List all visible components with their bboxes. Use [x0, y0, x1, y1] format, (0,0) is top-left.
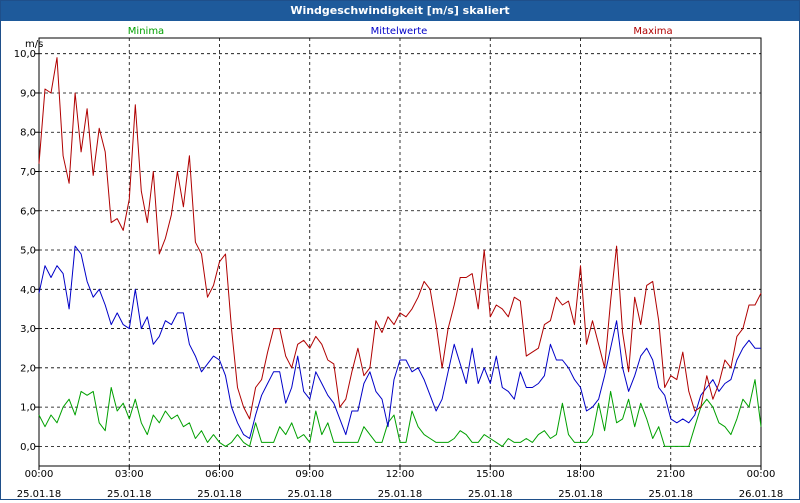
y-tick-label: 1,0 [20, 403, 36, 414]
x-tick-date: 26.01.18 [739, 489, 784, 499]
y-tick-label: 3,0 [20, 324, 36, 335]
legend-minima: Minima [128, 26, 164, 37]
series-maxima-line [38, 57, 762, 420]
x-tick-time: 09:00 [295, 469, 324, 480]
chart-area: 0,0 1,0 2,0 3,0 4,0 5,0 6,0 7,0 8,0 9,0 10,0 00:00… [1, 21, 799, 500]
series-minima-line [38, 379, 762, 447]
y-tick-label: 6,0 [20, 206, 36, 217]
x-tick-time: 12:00 [386, 469, 415, 480]
x-tick-date: 25.01.18 [287, 489, 332, 499]
data-series [38, 57, 762, 447]
y-tick-label: 5,0 [20, 246, 36, 257]
x-tick-date: 25.01.18 [17, 489, 62, 499]
y-tick-label: 10,0 [14, 49, 36, 60]
x-tick-date: 25.01.18 [468, 489, 513, 499]
y-tick-label: 8,0 [20, 128, 36, 139]
x-tick-time: 06:00 [205, 469, 234, 480]
x-tick-date: 25.01.18 [197, 489, 242, 499]
y-tick-label: 7,0 [20, 167, 36, 178]
plot-frame [38, 37, 762, 467]
x-tick-time: 21:00 [656, 469, 685, 480]
y-tick-label: 2,0 [20, 363, 36, 374]
window-title: Windgeschwindigkeit [m/s] skaliert [1, 1, 799, 21]
x-tick-time: 15:00 [476, 469, 505, 480]
y-tick-label: 4,0 [20, 285, 36, 296]
y-tick-label: 9,0 [20, 88, 36, 99]
series-mittelwerte-line [38, 245, 761, 439]
x-tick-time: 00:00 [25, 469, 54, 480]
y-axis-unit: m/s [25, 39, 43, 50]
x-tick-time: 00:00 [747, 469, 776, 480]
x-axis-ticks: 00:00 25.01.18 03:00 25.01.18 06:00 25.01.18 0… [17, 466, 784, 500]
legend-maxima: Maxima [633, 26, 672, 37]
y-axis-ticks: 0,0 1,0 2,0 3,0 4,0 5,0 6,0 7,0 8,0 9,0 10,0 [14, 49, 39, 453]
x-tick-date: 25.01.18 [648, 489, 693, 499]
x-tick-time: 03:00 [115, 469, 144, 480]
wind-speed-chart: 0,0 1,0 2,0 3,0 4,0 5,0 6,0 7,0 8,0 9,0 10,0 00:00… [14, 26, 784, 500]
x-tick-time: 18:00 [566, 469, 595, 480]
y-tick-label: 0,0 [20, 442, 36, 453]
x-tick-date: 25.01.18 [107, 489, 152, 499]
legend-mittelwerte: Mittelwerte [371, 26, 428, 37]
x-tick-date: 25.01.18 [558, 489, 603, 499]
x-tick-date: 25.01.18 [378, 489, 423, 499]
